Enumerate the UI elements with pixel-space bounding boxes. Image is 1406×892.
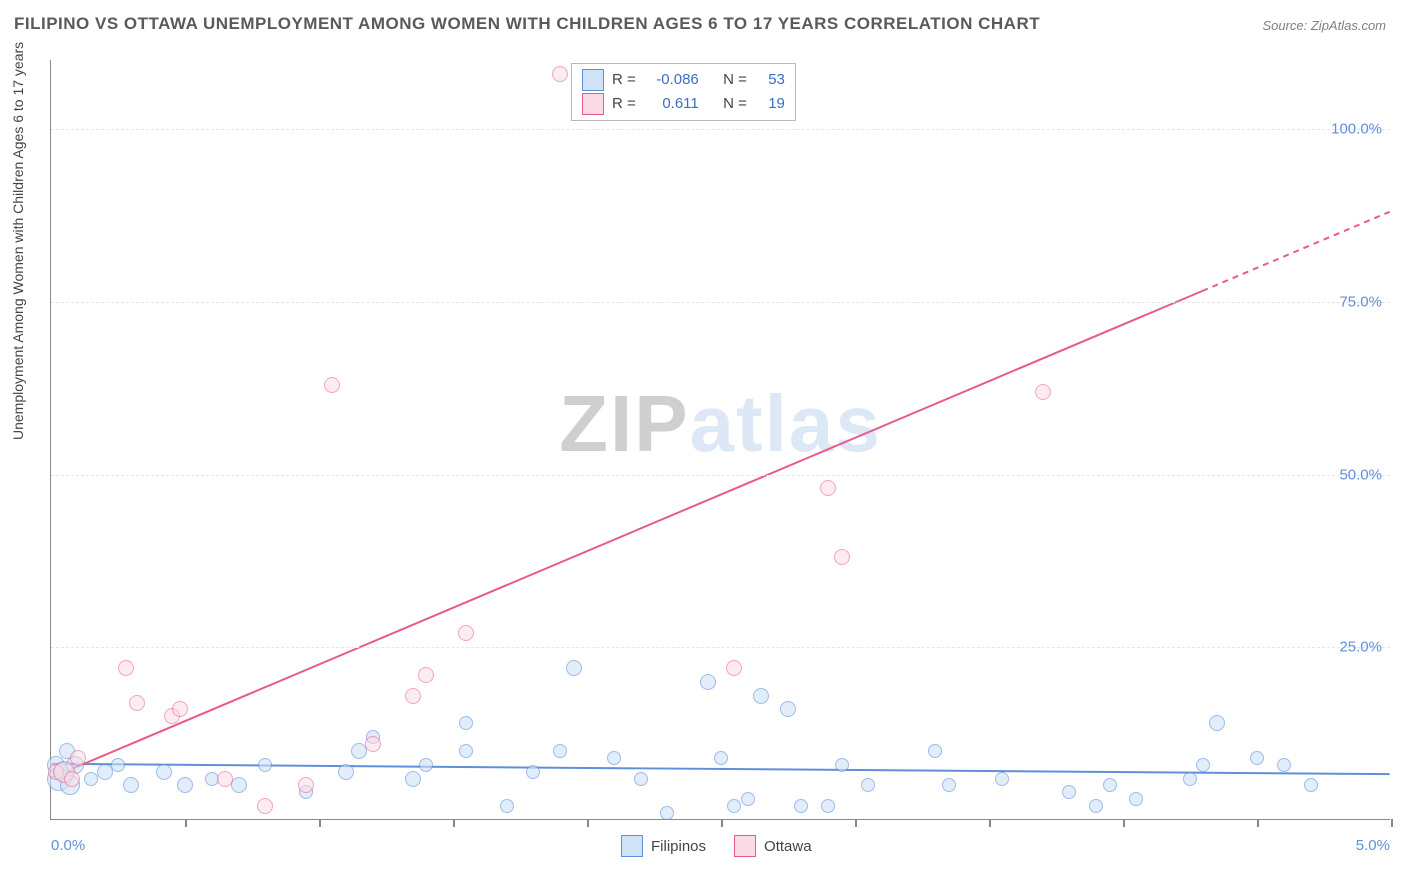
source-label: Source: ZipAtlas.com	[1262, 18, 1386, 33]
x-tick	[721, 819, 723, 827]
data-point	[995, 772, 1009, 786]
data-point	[834, 549, 850, 565]
data-point	[172, 701, 188, 717]
gridline-h	[51, 302, 1390, 303]
data-point	[727, 799, 741, 813]
data-point	[607, 751, 621, 765]
data-point	[1277, 758, 1291, 772]
data-point	[405, 771, 421, 787]
data-point	[928, 744, 942, 758]
y-tick-label: 100.0%	[1331, 121, 1382, 138]
x-tick	[989, 819, 991, 827]
x-axis-max-label: 5.0%	[1356, 837, 1390, 854]
data-point	[835, 758, 849, 772]
data-point	[458, 625, 474, 641]
data-point	[820, 480, 836, 496]
trendline-dashed	[1202, 212, 1389, 291]
data-point	[129, 695, 145, 711]
x-tick	[855, 819, 857, 827]
data-point	[741, 792, 755, 806]
data-point	[500, 799, 514, 813]
chart-container: FILIPINO VS OTTAWA UNEMPLOYMENT AMONG WO…	[0, 0, 1406, 892]
data-point	[217, 771, 233, 787]
data-point	[257, 798, 273, 814]
legend-swatch	[621, 835, 643, 857]
data-point	[258, 758, 272, 772]
data-point	[714, 751, 728, 765]
x-tick	[1391, 819, 1393, 827]
data-point	[111, 758, 125, 772]
gridline-h	[51, 475, 1390, 476]
data-point	[405, 688, 421, 704]
data-point	[1183, 772, 1197, 786]
legend-swatch	[734, 835, 756, 857]
x-axis-min-label: 0.0%	[51, 837, 85, 854]
y-tick-label: 50.0%	[1339, 466, 1382, 483]
data-point	[1089, 799, 1103, 813]
legend-item: Ottawa	[734, 835, 812, 857]
data-point	[1209, 715, 1225, 731]
data-point	[118, 660, 134, 676]
data-point	[1035, 384, 1051, 400]
data-point	[942, 778, 956, 792]
plot-area: ZIPatlas R =-0.086 N =53R =0.611 N =19 0…	[50, 60, 1390, 820]
y-axis-label: Unemployment Among Women with Children A…	[10, 42, 26, 440]
x-tick	[587, 819, 589, 827]
legend-label: Filipinos	[651, 838, 706, 855]
trendlines-svg	[51, 60, 1390, 819]
data-point	[660, 806, 674, 820]
data-point	[459, 744, 473, 758]
data-point	[365, 736, 381, 752]
y-tick-label: 25.0%	[1339, 639, 1382, 656]
x-tick	[1123, 819, 1125, 827]
data-point	[552, 66, 568, 82]
data-point	[1304, 778, 1318, 792]
x-tick	[185, 819, 187, 827]
data-point	[753, 688, 769, 704]
data-point	[419, 758, 433, 772]
data-point	[177, 777, 193, 793]
x-tick	[319, 819, 321, 827]
data-point	[70, 750, 86, 766]
data-point	[459, 716, 473, 730]
trendline-solid	[51, 291, 1202, 778]
data-point	[700, 674, 716, 690]
data-point	[1250, 751, 1264, 765]
data-point	[418, 667, 434, 683]
gridline-h	[51, 129, 1390, 130]
data-point	[156, 764, 172, 780]
data-point	[1129, 792, 1143, 806]
chart-title: FILIPINO VS OTTAWA UNEMPLOYMENT AMONG WO…	[14, 14, 1040, 34]
y-tick-label: 75.0%	[1339, 293, 1382, 310]
data-point	[1103, 778, 1117, 792]
data-point	[566, 660, 582, 676]
legend: Filipinos Ottawa	[621, 835, 812, 857]
data-point	[338, 764, 354, 780]
data-point	[324, 377, 340, 393]
data-point	[123, 777, 139, 793]
x-tick	[453, 819, 455, 827]
data-point	[1062, 785, 1076, 799]
data-point	[553, 744, 567, 758]
data-point	[634, 772, 648, 786]
data-point	[861, 778, 875, 792]
data-point	[794, 799, 808, 813]
data-point	[64, 771, 80, 787]
data-point	[821, 799, 835, 813]
data-point	[726, 660, 742, 676]
legend-label: Ottawa	[764, 838, 812, 855]
gridline-h	[51, 647, 1390, 648]
data-point	[526, 765, 540, 779]
data-point	[1196, 758, 1210, 772]
legend-item: Filipinos	[621, 835, 706, 857]
data-point	[780, 701, 796, 717]
x-tick	[1257, 819, 1259, 827]
data-point	[298, 777, 314, 793]
